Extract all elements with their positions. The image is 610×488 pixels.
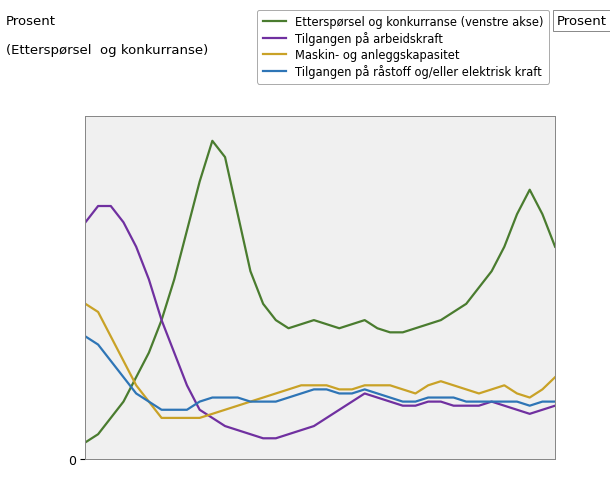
Text: (Etterspørsel  og konkurranse): (Etterspørsel og konkurranse): [6, 44, 209, 57]
Text: Prosent: Prosent: [557, 15, 607, 28]
Legend: Etterspørsel og konkurranse (venstre akse), Tilgangen på arbeidskraft, Maskin- o: Etterspørsel og konkurranse (venstre aks…: [257, 11, 550, 84]
Text: Prosent: Prosent: [6, 15, 56, 28]
